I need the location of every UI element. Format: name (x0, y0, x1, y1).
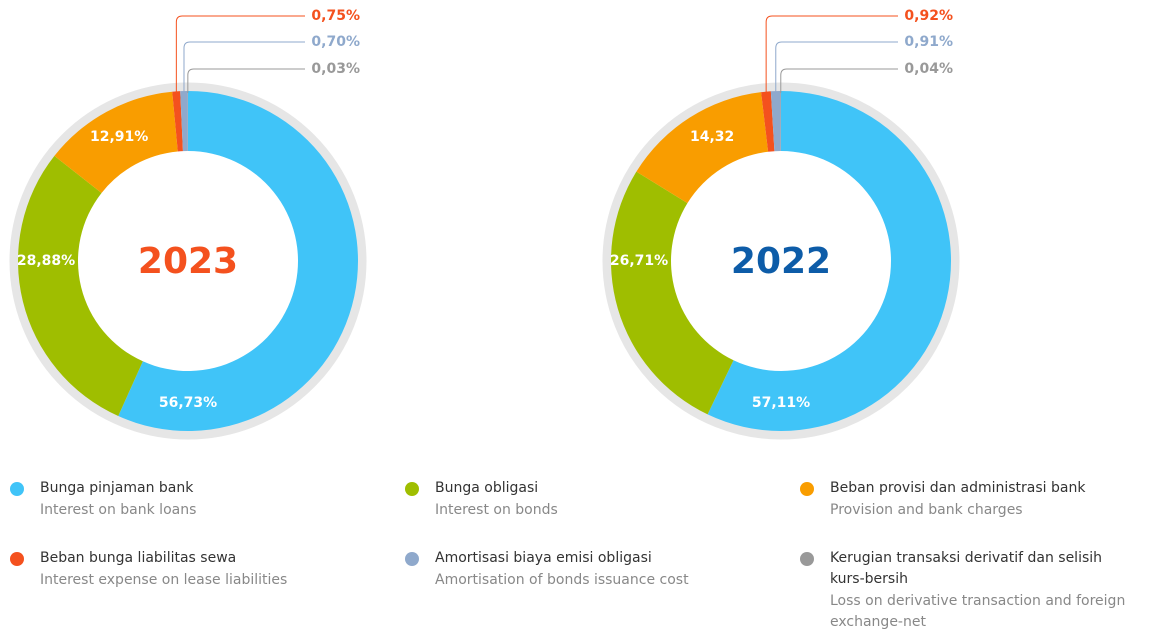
value-label: 12,91% (90, 129, 148, 145)
legend-item: Bunga obligasi Interest on bonds (405, 478, 755, 521)
legend-item: Beban provisi dan administrasi bank Provi… (800, 478, 1130, 521)
legend-sublabel: Loss on derivative transaction and forei… (830, 593, 1126, 630)
legend-label: Bunga pinjaman bank (40, 480, 194, 496)
legend-label: Bunga obligasi (435, 480, 539, 496)
leader-line (780, 68, 898, 94)
value-label: 26,71% (610, 253, 668, 269)
legend-sublabel: Provision and bank charges (830, 502, 1023, 518)
value-label: 28,88% (17, 253, 75, 269)
charts: 56,73% 28,88% 12,91% 0,75% 0,70% 0,03% 2023 57,… (9, 8, 960, 440)
value-label: 0,04% (904, 61, 953, 77)
legend-swatch (405, 482, 419, 496)
legend-sublabel: Amortisation of bonds issuance cost (435, 572, 689, 588)
legend-item: Bunga pinjaman bank Interest on bank loan… (10, 478, 360, 521)
value-label: 14,32 (690, 129, 734, 145)
legend-label: Beban bunga liabilitas sewa (40, 550, 237, 566)
legend-swatch (800, 552, 814, 566)
value-label: 0,70% (311, 34, 360, 50)
value-label: 0,91% (904, 34, 953, 50)
value-label: 56,73% (159, 395, 217, 411)
value-label: 0,03% (311, 61, 360, 77)
legend-swatch (10, 482, 24, 496)
chart-title: 2023 (138, 241, 238, 282)
leader-line (187, 68, 305, 94)
leader-line (775, 41, 898, 94)
legend-item: Beban bunga liabilitas sewa Interest expe… (10, 548, 360, 591)
legend-sublabel: Interest on bonds (435, 502, 558, 518)
legend-swatch (405, 552, 419, 566)
legend-item: Amortisasi biaya emisi obligasi Amortisat… (405, 548, 755, 591)
chart-title: 2022 (731, 241, 831, 282)
value-label: 0,92% (904, 8, 953, 24)
donut-slice (118, 91, 358, 431)
donut-slice (636, 92, 769, 204)
legend-label: Kerugian transaksi derivatif dan selisih… (830, 550, 1103, 587)
legend-swatch (800, 482, 814, 496)
donut-slice (17, 155, 143, 417)
donut-slice (172, 91, 183, 152)
donut-slice (180, 91, 188, 152)
leader-line (765, 15, 898, 94)
donut-slice (761, 91, 775, 152)
value-label: 57,11% (752, 395, 810, 411)
legend-swatch (10, 552, 24, 566)
donut-slice (610, 171, 734, 415)
legend-label: Beban provisi dan administrasi bank (830, 480, 1086, 496)
leader-line (183, 41, 305, 94)
donut-slice (707, 91, 952, 432)
donut-slice (54, 91, 178, 193)
donut-slice (770, 91, 781, 152)
legend-label: Amortisasi biaya emisi obligasi (435, 550, 652, 566)
value-label: 0,75% (311, 8, 360, 24)
legend-sublabel: Interest expense on lease liabilities (40, 572, 288, 588)
legend-sublabel: Interest on bank loans (40, 502, 197, 518)
legend-item: Kerugian transaksi derivatif dan selisih… (800, 548, 1130, 633)
leader-line (175, 15, 305, 94)
